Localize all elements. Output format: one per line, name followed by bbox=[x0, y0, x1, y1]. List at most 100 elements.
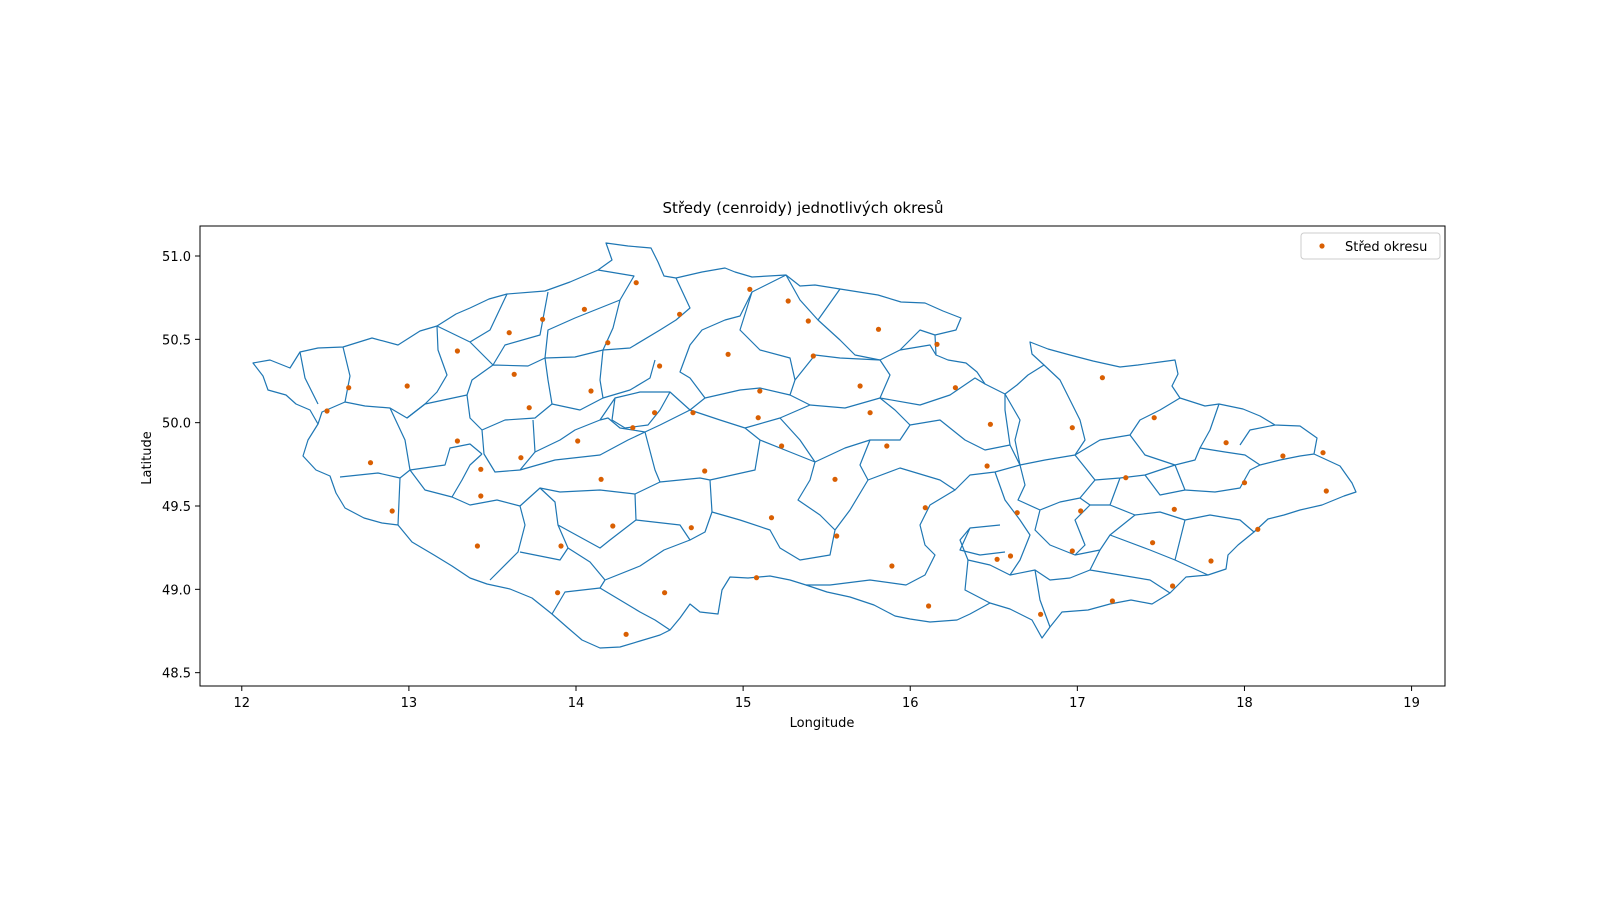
centroid-point bbox=[657, 363, 663, 369]
centroid-point bbox=[688, 525, 694, 531]
centroid-point bbox=[558, 543, 564, 549]
district-border bbox=[466, 357, 553, 473]
centroid-point bbox=[753, 575, 760, 581]
district-border bbox=[1199, 403, 1276, 449]
centroid-point bbox=[805, 318, 811, 324]
centroid-point bbox=[677, 311, 683, 317]
y-tick-label: 50.0 bbox=[162, 417, 191, 432]
x-axis-label: Longitude bbox=[790, 716, 855, 731]
centroid-point bbox=[662, 590, 668, 596]
y-tick-label: 48.5 bbox=[162, 667, 191, 682]
district-border bbox=[534, 274, 787, 453]
centroid-point bbox=[404, 383, 410, 389]
legend-label: Střed okresu bbox=[1345, 240, 1427, 255]
centroid-point bbox=[1014, 510, 1020, 516]
centroid-point bbox=[785, 298, 791, 304]
centroid-point bbox=[725, 351, 731, 357]
district-border bbox=[551, 277, 691, 411]
district-border bbox=[397, 469, 526, 581]
district-border bbox=[785, 274, 937, 361]
centroid-point bbox=[755, 415, 761, 421]
legend-marker bbox=[1319, 243, 1325, 249]
centroid-point bbox=[1323, 488, 1329, 494]
district-border bbox=[744, 397, 911, 463]
district-border bbox=[1090, 464, 1255, 533]
centroid-point bbox=[474, 543, 480, 549]
district-border bbox=[635, 409, 761, 541]
centroid-point bbox=[1320, 450, 1326, 456]
centroid-point bbox=[934, 341, 940, 347]
centroid-point bbox=[922, 505, 928, 511]
country-outline bbox=[252, 242, 1357, 649]
centroid-point bbox=[1170, 583, 1176, 589]
x-tick-label: 17 bbox=[1069, 696, 1086, 711]
centroid-point bbox=[984, 463, 990, 469]
centroid-point bbox=[588, 388, 594, 394]
centroid-point bbox=[875, 326, 882, 332]
y-tick-label: 49.5 bbox=[162, 500, 191, 515]
centroid-point bbox=[889, 563, 895, 569]
centroid-point bbox=[1109, 598, 1115, 604]
centroid-point bbox=[1078, 508, 1084, 514]
x-tick-label: 15 bbox=[735, 696, 752, 711]
district-border bbox=[599, 391, 691, 429]
x-tick-label: 16 bbox=[902, 696, 919, 711]
x-tick-label: 14 bbox=[568, 696, 585, 711]
centroid-point bbox=[747, 286, 753, 292]
x-tick-label: 13 bbox=[401, 696, 418, 711]
x-axis-ticks: 12 13 14 15 16 17 18 19 bbox=[234, 686, 1420, 711]
y-tick-label: 51.0 bbox=[162, 250, 191, 265]
district-border bbox=[409, 443, 483, 498]
y-axis-label: Latitude bbox=[140, 431, 155, 485]
centroid-point bbox=[1099, 375, 1105, 381]
centroid-point bbox=[1069, 425, 1075, 431]
district-border bbox=[879, 377, 1011, 451]
district-border bbox=[299, 351, 346, 425]
x-tick-label: 19 bbox=[1403, 696, 1420, 711]
district-border bbox=[1074, 514, 1209, 594]
centroid-point bbox=[987, 421, 994, 427]
centroid-point bbox=[630, 425, 636, 431]
district-border bbox=[964, 559, 1091, 628]
centroid-point bbox=[598, 476, 604, 482]
district-border bbox=[519, 487, 637, 561]
centroid-point bbox=[952, 385, 959, 391]
centroid-point bbox=[1151, 415, 1157, 421]
centroid-point bbox=[834, 533, 840, 539]
centroid-point bbox=[1150, 540, 1156, 546]
district-border bbox=[806, 439, 956, 586]
centroid-points bbox=[324, 280, 1329, 637]
centroid-point bbox=[994, 556, 1000, 562]
centroid-point bbox=[884, 443, 890, 449]
centroid-point bbox=[1069, 548, 1075, 554]
district-border bbox=[339, 403, 426, 479]
centroid-point bbox=[518, 455, 524, 461]
centroid-point bbox=[1255, 526, 1261, 532]
x-tick-label: 12 bbox=[234, 696, 251, 711]
centroid-point bbox=[511, 371, 517, 377]
centroid-point bbox=[1123, 475, 1129, 481]
chart-title: Středy (cenroidy) jednotlivých okresů bbox=[662, 199, 943, 217]
centroid-point bbox=[605, 340, 611, 346]
centroid-point bbox=[1208, 558, 1214, 564]
y-tick-label: 49.0 bbox=[162, 583, 191, 598]
centroid-point bbox=[757, 388, 763, 394]
district-border bbox=[1017, 454, 1096, 556]
centroid-point bbox=[389, 508, 395, 514]
district-border bbox=[551, 539, 691, 631]
centroid-point bbox=[540, 316, 546, 322]
centroid-point bbox=[702, 468, 708, 474]
centroid-point bbox=[610, 523, 616, 529]
legend-box bbox=[1300, 232, 1441, 260]
centroid-point bbox=[1223, 440, 1229, 446]
y-tick-label: 50.5 bbox=[162, 333, 191, 348]
centroid-point bbox=[867, 410, 873, 416]
centroid-point bbox=[526, 405, 532, 411]
centroid-point bbox=[1171, 506, 1177, 512]
x-tick-label: 18 bbox=[1236, 696, 1253, 711]
district-border bbox=[704, 291, 891, 409]
centroid-point bbox=[779, 443, 785, 449]
district-boundaries bbox=[252, 242, 1357, 649]
